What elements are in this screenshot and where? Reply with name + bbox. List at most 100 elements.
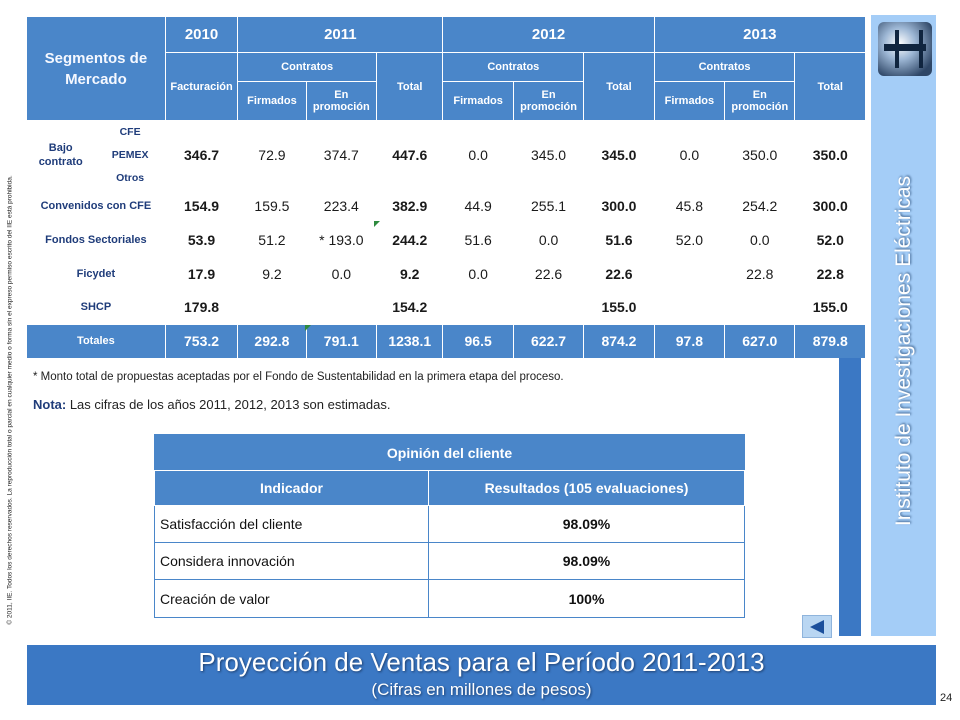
- total-header-2013: Total: [794, 52, 866, 122]
- total-header-2011: Total: [376, 52, 444, 122]
- cell-value: 350.0: [794, 120, 866, 190]
- cell-value: 0.0: [724, 222, 796, 258]
- results-header: Resultados (105 evaluaciones): [427, 470, 746, 506]
- contratos-header-2011: Contratos: [237, 52, 378, 83]
- table-row: Ficydet 17.9 9.2 0.0 9.2 0.0 22.6 22.6 2…: [26, 256, 866, 291]
- result-cell: 98.09%: [427, 505, 746, 543]
- total-value: 627.0: [724, 323, 796, 360]
- facturacion-header: Facturación: [164, 52, 239, 122]
- cell-marker: [305, 325, 311, 331]
- contratos-header-2013: Contratos: [653, 52, 796, 83]
- indicator-header: Indicador: [154, 470, 429, 506]
- cell-value: 22.6: [583, 256, 655, 291]
- cell-value: 0.0: [305, 256, 378, 291]
- institute-name-text: Instituto de Investigaciones Eléctricas: [892, 175, 915, 527]
- cell-value: 154.2: [376, 289, 444, 325]
- cell-value: 300.0: [583, 188, 655, 224]
- client-opinion-table: Opinión del cliente Indicador Resultados…: [153, 434, 746, 618]
- cell-value: 17.9: [164, 256, 239, 291]
- copyright-notice: © 2011, IIE. Todos los derechos reservad…: [2, 0, 18, 690]
- institute-name: Instituto de Investigaciones Eléctricas: [871, 15, 936, 636]
- total-value: 97.8: [653, 323, 726, 360]
- cell-value: 345.0: [512, 120, 585, 190]
- result-cell: 100%: [427, 579, 746, 618]
- table-row: PEMEX: [27, 143, 866, 168]
- cell-value: 51.2: [237, 222, 307, 258]
- cell-value: 159.5: [237, 188, 307, 224]
- cell-value: 155.0: [794, 289, 866, 325]
- cell-value: 447.6: [376, 120, 444, 190]
- firmados-header-2013: Firmados: [653, 81, 726, 122]
- total-value: 753.2: [164, 323, 239, 360]
- contratos-header-2012: Contratos: [442, 52, 585, 83]
- firmados-header-2011: Firmados: [237, 81, 307, 122]
- cell-value: 382.9: [376, 188, 444, 224]
- back-button[interactable]: [802, 615, 832, 638]
- sub-cfe-label: CFE: [94, 120, 166, 145]
- page-title: Proyección de Ventas para el Período 201…: [198, 647, 765, 677]
- total-value: 622.7: [512, 323, 585, 360]
- cell-value: [653, 289, 726, 325]
- total-value: 879.8: [794, 323, 866, 360]
- cell-value: 350.0: [724, 120, 796, 190]
- total-value: 292.8: [237, 323, 307, 360]
- cell-value: 300.0: [794, 188, 866, 224]
- copyright-text: © 2011, IIE. Todos los derechos reservad…: [6, 175, 14, 625]
- cell-value: [442, 289, 514, 325]
- page-number: 24: [940, 692, 953, 704]
- sub-pemex-label: PEMEX: [94, 143, 166, 168]
- cell-value: 374.7: [305, 120, 378, 190]
- note: Nota: Las cifras de los años 2011, 2012,…: [33, 397, 390, 412]
- cell-value: 254.2: [724, 188, 796, 224]
- note-label: Nota:: [33, 397, 67, 412]
- cell-value: 45.8: [653, 188, 726, 224]
- cell-value: 22.6: [512, 256, 585, 291]
- note-text: Las cifras de los años 2011, 2012, 2013 …: [66, 397, 391, 412]
- total-value: 1238.1: [376, 323, 444, 360]
- cell-value: 346.7: [164, 120, 239, 190]
- cell-value: 0.0: [512, 222, 585, 258]
- table-row: Otros: [27, 166, 866, 190]
- footnote: * Monto total de propuestas aceptadas po…: [33, 371, 564, 383]
- indicator-cell: Satisfacción del cliente: [154, 505, 429, 543]
- table-row: Fondos Sectoriales 53.9 51.2 * 193.0 244…: [26, 222, 866, 258]
- cell-value: 51.6: [583, 222, 655, 258]
- cell-value: 179.8: [164, 289, 239, 325]
- segment-header: Segmentos de Mercado: [26, 15, 166, 122]
- cell-value: 255.1: [512, 188, 585, 224]
- cell-value: 9.2: [237, 256, 307, 291]
- en-promocion-header-2012: En promoción: [512, 81, 585, 122]
- cell-value: 52.0: [653, 222, 726, 258]
- cell-value: 223.4: [305, 188, 378, 224]
- cell-value: [237, 289, 307, 325]
- cell-value: 22.8: [794, 256, 866, 291]
- cell-value: [653, 256, 726, 291]
- year-header-2012: 2012: [442, 15, 655, 54]
- totals-label: Totales: [26, 323, 166, 360]
- indicator-cell: Creación de valor: [154, 579, 429, 618]
- total-value: 791.1: [305, 323, 378, 360]
- table-row: Convenidos con CFE 154.9 159.5 223.4 382…: [26, 188, 866, 224]
- sidebar: [871, 15, 936, 636]
- row-label: Fondos Sectoriales: [26, 222, 166, 258]
- table-row: Creación de valor 100%: [154, 579, 746, 618]
- cell-value: 52.0: [794, 222, 866, 258]
- cell-value: 72.9: [237, 120, 307, 190]
- cell-value: [512, 289, 585, 325]
- year-header-2010: 2010: [164, 15, 239, 54]
- cell-value: 51.6: [442, 222, 514, 258]
- cell-value: 9.2: [376, 256, 444, 291]
- cell-value: 44.9: [442, 188, 514, 224]
- table-row: Considera innovación 98.09%: [154, 542, 746, 580]
- cell-value: 154.9: [164, 188, 239, 224]
- result-cell: 98.09%: [427, 542, 746, 580]
- cell-value: 0.0: [442, 120, 514, 190]
- page-subtitle: (Cifras en millones de pesos): [371, 680, 592, 699]
- table-row: Bajo contrato CFE 346.7 72.9 374.7 447.6…: [25, 120, 866, 190]
- opinion-title: Opinión del cliente: [153, 434, 746, 471]
- cell-value: 345.0: [583, 120, 655, 190]
- market-segments-table: Segmentos de Mercado 2010 2011 2012 2013…: [25, 15, 867, 360]
- cell-value: 244.2: [376, 222, 444, 258]
- total-value: 874.2: [583, 323, 655, 360]
- cell-value: * 193.0: [305, 222, 378, 258]
